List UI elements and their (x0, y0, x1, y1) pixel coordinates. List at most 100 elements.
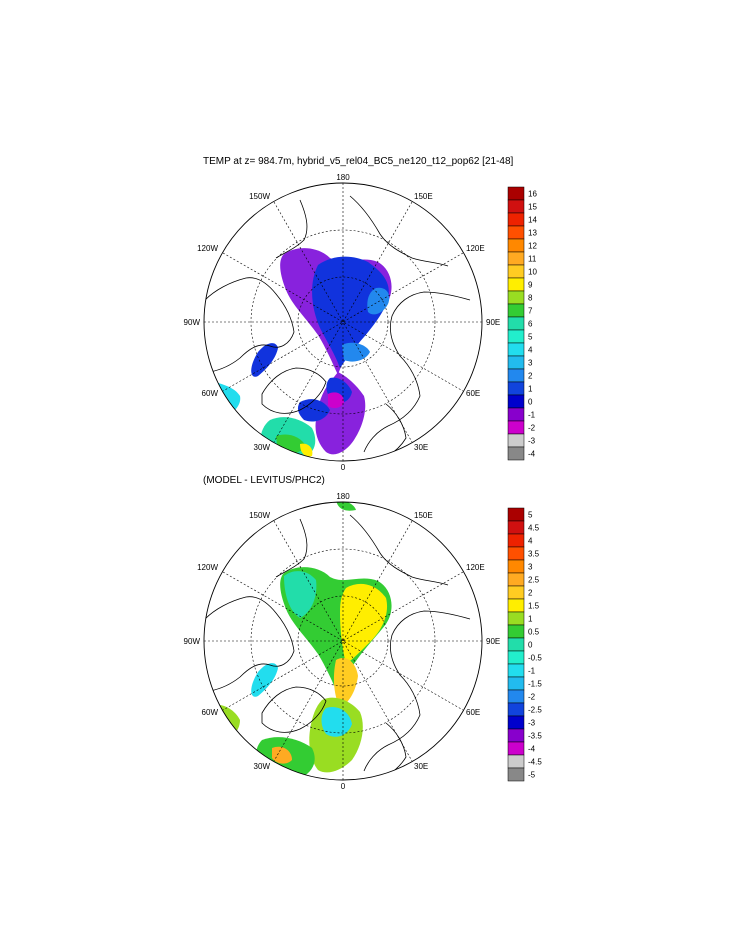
cb2-swatch-19 (507, 754, 525, 769)
p1-lon-label-150e: 150E (414, 192, 433, 201)
cb2-tick-label: -1.5 (528, 680, 542, 689)
cb2-swatch-13 (507, 676, 525, 691)
p2-lon-label-150w: 150W (249, 511, 270, 520)
cb2-swatch-14 (507, 689, 525, 704)
p2-bering-field (336, 502, 356, 511)
cb2-swatch-16 (507, 715, 525, 730)
p2-lon-label-top: 180 (336, 492, 350, 501)
cb2-tick-label: 3 (528, 563, 533, 572)
p1-atlantic-hot-field (300, 443, 313, 457)
p2-atlantic-warm-field (272, 746, 292, 764)
p1-scandinavia-coast (383, 403, 407, 459)
p1-north-america-coast (204, 277, 295, 373)
p1-siberian-shelf-field (342, 342, 370, 362)
cb2-swatch-6 (507, 585, 525, 600)
p2-lon-label-left: 90W (184, 637, 201, 646)
p2-scandinavia-coast (383, 722, 407, 778)
cb2-swatch-7 (507, 598, 525, 613)
cb1-tick-label: 5 (528, 333, 533, 342)
p1-norwegian-sea-field (297, 399, 330, 422)
p2-map-border (203, 501, 483, 781)
p2-lomonosov-field (333, 657, 358, 708)
cb1-swatch-3 (507, 225, 525, 240)
cb1-swatch-15 (507, 381, 525, 396)
p2-lon-label-60e: 60E (466, 708, 480, 717)
cb2-tick-label: 3.5 (528, 550, 540, 559)
cb2-swatch-20 (507, 767, 525, 782)
p2-graticule (204, 502, 482, 780)
p1-eurasia-coast (363, 291, 471, 453)
p2-siberia-coast (349, 514, 449, 586)
cb2-swatch-4 (507, 559, 525, 574)
cb1-tick-label: 2 (528, 372, 533, 381)
cb2-tick-label: 1.5 (528, 602, 540, 611)
p2-eurasian-basin-field (340, 583, 388, 664)
cb1-tick-label: 10 (528, 268, 537, 277)
cb1-tick-label: 7 (528, 307, 533, 316)
cb1-swatch-0 (507, 186, 525, 201)
cb2-swatch-9 (507, 624, 525, 639)
p2-baffin-bay-field (251, 663, 278, 697)
cb2-tick-label: -4 (528, 745, 536, 754)
p1-siberia-coast (349, 195, 449, 267)
p2-lon-label-right: 90E (486, 637, 500, 646)
cb1-swatch-8 (507, 290, 525, 305)
cb2-swatch-2 (507, 533, 525, 548)
p1-lon-label-bottom: 0 (341, 463, 346, 472)
cb2-tick-label: 0.5 (528, 628, 540, 637)
cb2-tick-label: 1 (528, 615, 533, 624)
p1-lon-label-left: 90W (184, 318, 201, 327)
p2-fram-strait-field (321, 706, 352, 737)
cb1-tick-label: 8 (528, 294, 533, 303)
cb1-tick-label: -1 (528, 411, 536, 420)
cb2-swatch-10 (507, 637, 525, 652)
cb1-tick-label: 6 (528, 320, 533, 329)
cb2-tick-label: 5 (528, 511, 533, 520)
p1-baffin-bay-field (251, 343, 278, 377)
p1-lon-label-30w: 30W (254, 443, 271, 452)
cb1-swatch-17 (507, 407, 525, 422)
p2-lon-label-bottom: 0 (341, 782, 346, 791)
p2-lon-label-60w: 60W (202, 708, 219, 717)
cb2-tick-label: 4 (528, 537, 533, 546)
cb1-swatch-1 (507, 199, 525, 214)
cb1-tick-label: 9 (528, 281, 533, 290)
cb1-swatch-20 (507, 446, 525, 461)
p2-north-america-coast (204, 596, 295, 692)
cb1-tick-label: 0 (528, 398, 533, 407)
cb2-tick-label: -2 (528, 693, 536, 702)
cb1-swatch-14 (507, 368, 525, 383)
cb2-tick-label: 2 (528, 589, 533, 598)
p2-lon-label-120e: 120E (466, 563, 485, 572)
cb2-swatch-5 (507, 572, 525, 587)
cb2-tick-label: -3.5 (528, 732, 542, 741)
cb1-swatch-12 (507, 342, 525, 357)
cb1-tick-label: -4 (528, 450, 536, 459)
p1-lon-label-30e: 30E (414, 443, 428, 452)
cb2-tick-label: -0.5 (528, 654, 542, 663)
panel1-title: TEMP at z= 984.7m, hybrid_v5_rel04_BC5_n… (203, 156, 514, 167)
p2-lon-label-150e: 150E (414, 511, 433, 520)
cb1-tick-label: 15 (528, 203, 537, 212)
p1-alaska-coast (275, 199, 308, 259)
panel2-colorbar: 5 4.5 4 3.5 3 2.5 2 1.5 1 0.5 0 -0.5 -1 -1.5 -2 -2.5 -3 -… (507, 507, 542, 782)
cb1-swatch-16 (507, 394, 525, 409)
cb1-tick-label: 11 (528, 255, 537, 264)
cb2-swatch-0 (507, 507, 525, 522)
cb1-swatch-5 (507, 251, 525, 266)
cb2-swatch-11 (507, 650, 525, 665)
cb2-tick-label: -2.5 (528, 706, 542, 715)
cb2-swatch-12 (507, 663, 525, 678)
cb1-tick-label: 14 (528, 216, 537, 225)
p1-greenland-sea-field (328, 392, 344, 409)
panel1-map: 180 0 90W 90E 150W 120W 60W 30W 150E 120… (184, 173, 501, 472)
cb2-tick-label: -4.5 (528, 758, 542, 767)
p1-lon-label-150w: 150W (249, 192, 270, 201)
cb2-swatch-18 (507, 741, 525, 756)
cb2-swatch-15 (507, 702, 525, 717)
p1-lon-label-right: 90E (486, 318, 500, 327)
p1-eurasian-basin-field (312, 256, 389, 368)
cb2-swatch-1 (507, 520, 525, 535)
